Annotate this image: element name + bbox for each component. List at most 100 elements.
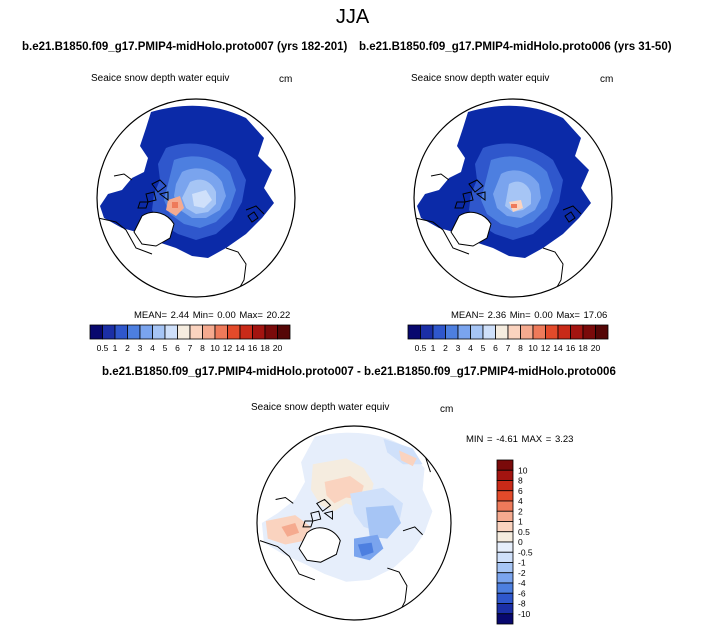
colorbar-difference-tick-label: -10 (518, 609, 531, 619)
colorbar-right: 0.5 1 2 3 4 5 6 7 8 10 12 14 16 18 20 (407, 324, 609, 353)
colorbar-right-tick-label: 7 (506, 343, 511, 353)
polar-map-left (96, 98, 296, 298)
colorbar-difference-tick-label: -8 (518, 599, 526, 609)
colorbar-difference-tick-label: -4 (518, 578, 526, 588)
colorbar-left-swatch (277, 324, 291, 340)
colorbar-right-swatch (407, 324, 421, 340)
variable-label-right: Seaice snow depth water equiv (411, 73, 550, 84)
colorbar-right-swatch (570, 324, 584, 340)
colorbar-right-tick-label: 2 (443, 343, 448, 353)
diff-panel-title: b.e21.B1850.f09_g17.PMIP4-midHolo.proto0… (102, 366, 616, 378)
colorbar-left-tick-label: 18 (260, 343, 270, 353)
colorbar-right-swatch (445, 324, 459, 340)
colorbar-difference-tick-label: 0.5 (518, 527, 530, 537)
colorbar-left-tick-label: 6 (175, 343, 180, 353)
colorbar-right-swatch (520, 324, 534, 340)
colorbar-difference-swatch (496, 510, 514, 522)
polar-map-right (413, 98, 613, 298)
colorbar-difference-swatch (496, 500, 514, 512)
colorbar-left-swatch (227, 324, 241, 340)
colorbar-left-swatch (127, 324, 141, 340)
colorbar-right-tick-label: 5 (481, 343, 486, 353)
colorbar-difference-tick-label: -6 (518, 588, 526, 598)
colorbar-difference-swatch (496, 469, 514, 481)
colorbar-difference-tick-label: 8 (518, 476, 523, 486)
colorbar-left-tick-label: 10 (210, 343, 220, 353)
colorbar-difference-tick-label: 4 (518, 496, 523, 506)
colorbar-left-swatch (264, 324, 278, 340)
stats-left: MEAN= 2.44 Min= 0.00 Max= 20.22 (134, 310, 291, 321)
colorbar-left-swatch (114, 324, 128, 340)
diff-units-label: cm (440, 404, 454, 415)
colorbar-difference-tick-label: 1 (518, 517, 523, 527)
units-label-right: cm (600, 74, 614, 85)
colorbar-left-swatch (189, 324, 203, 340)
colorbar-right-swatch (557, 324, 571, 340)
diff-stats: MIN = -4.61 MAX = 3.23 (466, 434, 574, 445)
colorbar-left-tick-label: 20 (273, 343, 283, 353)
colorbar-right-swatch (532, 324, 546, 340)
colorbar-difference-swatch (496, 459, 514, 471)
diff-variable-label: Seaice snow depth water equiv (251, 402, 390, 413)
colorbar-difference-tick-label: 2 (518, 506, 523, 516)
colorbar-left-tick-label: 0.5 (97, 343, 109, 353)
colorbar-difference-swatch (496, 582, 514, 594)
colorbar-left-tick-label: 4 (150, 343, 155, 353)
colorbar-difference-swatch (496, 592, 514, 604)
colorbar-left-swatch (102, 324, 116, 340)
panel-title-right: b.e21.B1850.f09_g17.PMIP4-midHolo.proto0… (359, 41, 672, 53)
colorbar-right-tick-label: 6 (493, 343, 498, 353)
colorbar-left-swatch (202, 324, 216, 340)
colorbar-left-swatch (164, 324, 178, 340)
colorbar-right-tick-label: 1 (431, 343, 436, 353)
colorbar-left-swatch (252, 324, 266, 340)
units-label-left: cm (279, 74, 293, 85)
colorbar-left-swatch (239, 324, 253, 340)
colorbar-difference-swatch (496, 480, 514, 492)
colorbar-right-tick-label: 18 (578, 343, 588, 353)
colorbar-difference-tick-label: 6 (518, 486, 523, 496)
colorbar-left-tick-label: 8 (200, 343, 205, 353)
colorbar-left: 0.5 1 2 3 4 5 6 7 8 10 12 14 16 18 20 (89, 324, 291, 353)
colorbar-right-swatch (457, 324, 471, 340)
colorbar-right-tick-label: 20 (591, 343, 601, 353)
colorbar-right-swatch (495, 324, 509, 340)
colorbar-difference-swatch (496, 603, 514, 615)
colorbar-right-swatch (507, 324, 521, 340)
colorbar-left-tick-label: 14 (235, 343, 245, 353)
colorbar-difference-swatch (496, 572, 514, 584)
colorbar-left-swatch (214, 324, 228, 340)
colorbar-right-tick-label: 14 (553, 343, 563, 353)
colorbar-right-swatch (470, 324, 484, 340)
colorbar-right-tick-label: 3 (456, 343, 461, 353)
colorbar-left-tick-label: 7 (188, 343, 193, 353)
colorbar-difference-swatch (496, 531, 514, 543)
colorbar-difference-swatch (496, 521, 514, 533)
colorbar-difference-tick-label: -2 (518, 568, 526, 578)
colorbar-left-swatch (152, 324, 166, 340)
colorbar-left-tick-label: 2 (125, 343, 130, 353)
colorbar-difference-swatch (496, 490, 514, 502)
colorbar-right-swatch (582, 324, 596, 340)
variable-label-left: Seaice snow depth water equiv (91, 73, 230, 84)
colorbar-right-tick-label: 0.5 (415, 343, 427, 353)
colorbar-left-swatch (89, 324, 103, 340)
colorbar-right-swatch (545, 324, 559, 340)
colorbar-left-tick-label: 5 (163, 343, 168, 353)
colorbar-right-tick-label: 4 (468, 343, 473, 353)
stats-right: MEAN= 2.36 Min= 0.00 Max= 17.06 (451, 310, 608, 321)
colorbar-right-swatch (595, 324, 609, 340)
page-title: JJA (335, 6, 370, 28)
colorbar-left-tick-label: 3 (138, 343, 143, 353)
colorbar-right-swatch (482, 324, 496, 340)
colorbar-right-tick-label: 16 (566, 343, 576, 353)
colorbar-difference-tick-label: 0 (518, 537, 523, 547)
colorbar-right-tick-label: 10 (528, 343, 538, 353)
panel-title-left: b.e21.B1850.f09_g17.PMIP4-midHolo.proto0… (22, 41, 348, 53)
colorbar-left-tick-label: 16 (248, 343, 258, 353)
colorbar-difference-tick-label: 10 (518, 465, 528, 475)
colorbar-difference-swatch (496, 551, 514, 563)
polar-map-difference (256, 425, 452, 621)
colorbar-right-swatch (432, 324, 446, 340)
